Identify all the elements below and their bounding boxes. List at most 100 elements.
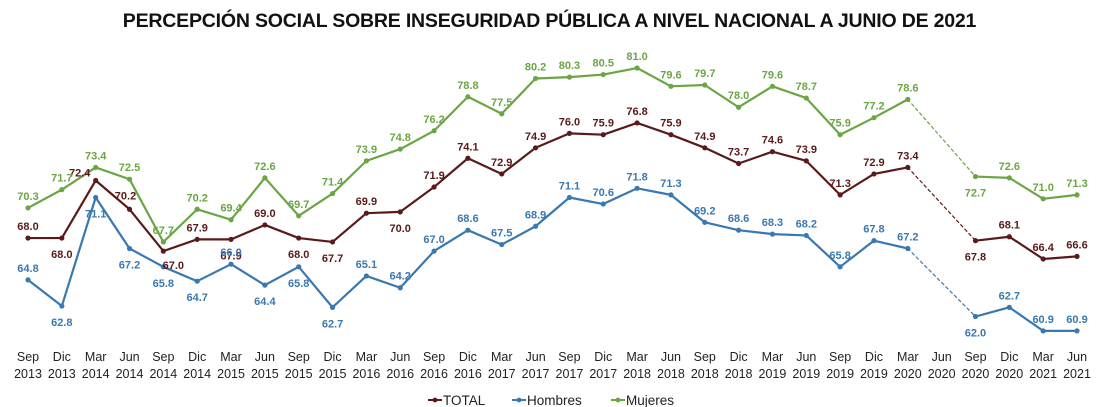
series-total-segment: [771, 150, 808, 162]
data-label-hombres: 67.8: [863, 224, 884, 236]
data-label-hombres: 67.5: [491, 228, 512, 240]
series-mujeres-point: [1074, 192, 1080, 198]
data-label-total: 68.0: [51, 249, 72, 261]
x-tick-label-month: Dic: [1000, 350, 1018, 364]
data-label-hombres: 68.2: [796, 218, 817, 230]
series-mujeres-point: [1040, 196, 1046, 202]
series-mujeres-segment: [365, 147, 402, 162]
series-hombres-segment: [1008, 306, 1045, 333]
series-total-point: [363, 210, 369, 216]
series-hombres-point: [296, 264, 302, 270]
x-tick-label-month: Mar: [1032, 350, 1054, 364]
x-tick-label-year: 2018: [691, 367, 719, 381]
series-total-point: [465, 155, 471, 161]
series-hombres-segment: [432, 229, 470, 253]
x-tick-label-month: Dic: [53, 350, 71, 364]
data-label-mujeres: 80.2: [525, 61, 546, 73]
data-label-hombres: 64.2: [390, 271, 411, 283]
series-total-point: [25, 235, 31, 241]
series-hombres-segment: [196, 263, 233, 283]
data-label-total: 72.4: [69, 167, 91, 179]
x-tick-label-year: 2020: [894, 367, 922, 381]
data-label-hombres: 64.8: [17, 263, 38, 275]
series-total-point: [397, 209, 403, 215]
x-tick-label-year: 2019: [860, 367, 888, 381]
series-hombres-point: [702, 219, 708, 225]
x-tick-label-year: 2018: [657, 367, 685, 381]
series-total-segment: [331, 212, 368, 244]
x-tick-label-year: 2015: [319, 367, 347, 381]
series-mujeres-point: [972, 173, 979, 180]
series-total-segment: [432, 157, 470, 189]
legend-marker-mujeres: [615, 397, 621, 403]
series-mujeres-point: [194, 206, 200, 212]
data-labels: 68.0 68.0 72.4 70.2 67.0 67.9 67.9 69.0 68.0 67.7…: [17, 51, 1087, 340]
data-label-total: 67.7: [322, 253, 343, 265]
series-total-point: [769, 149, 776, 155]
data-label-hombres: 68.9: [525, 209, 546, 221]
x-tick-label-month: Dic: [730, 350, 748, 364]
data-label-mujeres: 78.6: [897, 82, 918, 94]
series-total-point: [431, 184, 437, 190]
series-hombres-point: [736, 227, 742, 233]
data-label-hombres: 60.9: [1032, 314, 1053, 326]
series-total-point: [532, 145, 539, 151]
series-mujeres-point: [634, 65, 640, 71]
series-total-segment: [263, 223, 300, 240]
x-tick-label-year: 2017: [522, 367, 550, 381]
series-hombres-segment: [229, 263, 266, 287]
x-tick-label-month: Mar: [626, 350, 648, 364]
series-total-segment: [399, 185, 436, 213]
x-tick-label-month: Mar: [220, 350, 242, 364]
data-label-mujeres: 79.6: [660, 69, 681, 81]
data-label-mujeres: 69.4: [220, 203, 242, 215]
data-label-hombres: 68.6: [457, 213, 478, 225]
data-label-hombres: 60.9: [1066, 314, 1087, 326]
data-label-total: 71.9: [423, 170, 444, 182]
series-mujeres-segment: [602, 66, 639, 76]
x-tick-label-month: Mar: [356, 350, 378, 364]
series-total-segment: [94, 179, 131, 211]
series-hombres-point: [871, 238, 877, 244]
series-hombres-segment: [839, 239, 876, 268]
series-total-segment: [737, 150, 774, 165]
series-hombres-point: [465, 227, 471, 233]
series-mujeres-segment: [229, 176, 266, 221]
data-label-total: 73.9: [796, 144, 817, 156]
series-total-point: [126, 206, 133, 212]
data-label-mujeres: 79.7: [694, 68, 715, 80]
data-label-total: 66.6: [1066, 239, 1087, 251]
x-tick-label-year: 2015: [285, 367, 313, 381]
data-label-total: 74.9: [525, 131, 546, 143]
data-label-mujeres: 71.4: [322, 177, 344, 189]
x-tick-label-year: 2019: [792, 367, 820, 381]
data-label-mujeres: 79.6: [762, 69, 783, 81]
series-total-point: [329, 239, 336, 245]
series-mujeres-point: [93, 164, 99, 171]
series-hombres-segment: [568, 196, 605, 206]
series-hombres-point: [634, 185, 640, 191]
series-hombres: [25, 185, 1080, 334]
legend-marker-hombres: [516, 397, 522, 403]
series-hombres-point: [228, 261, 234, 267]
series-mujeres-point: [566, 74, 573, 80]
series-hombres-segment: [466, 229, 503, 246]
series-mujeres-point: [668, 83, 674, 89]
series-hombres-segment: [635, 187, 673, 196]
series-mujeres-point: [1006, 175, 1012, 181]
data-label-total: 67.0: [163, 260, 184, 272]
data-label-hombres: 62.8: [51, 317, 72, 329]
data-label-hombres: 65.8: [288, 278, 309, 290]
x-tick-label-year: 2013: [14, 367, 42, 381]
series-hombres-point: [1040, 328, 1046, 334]
series-mujeres-point: [803, 95, 809, 101]
series-mujeres-segment: [26, 188, 63, 210]
data-label-total: 70.0: [390, 223, 411, 235]
series-hombres-segment: [399, 250, 436, 289]
series-total-point: [296, 235, 302, 241]
series-hombres-point: [25, 277, 31, 283]
x-tick-label-year: 2016: [352, 367, 380, 381]
series-total-gap-connector: [907, 166, 977, 242]
data-label-hombres: 69.2: [694, 205, 715, 217]
series-hombres-point: [769, 231, 776, 237]
